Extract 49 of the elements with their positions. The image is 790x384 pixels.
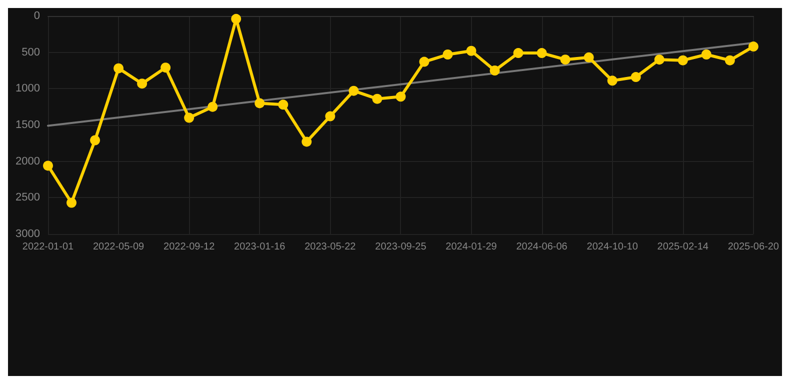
- point: [654, 54, 664, 65]
- point: [607, 76, 618, 86]
- point: [231, 14, 242, 24]
- x-tick-label: 2025-06-20: [728, 242, 780, 252]
- point: [90, 135, 100, 146]
- point: [678, 55, 688, 66]
- x-tick-label: 2025-02-14: [657, 242, 709, 252]
- point: [513, 48, 524, 58]
- x-tick-label: 2024-01-29: [446, 242, 498, 252]
- point: [66, 198, 77, 208]
- x-tick-label: 2022-01-01: [22, 242, 74, 252]
- point: [43, 160, 53, 171]
- point: [160, 62, 171, 73]
- x-tick-label: 2023-05-22: [304, 242, 356, 252]
- point: [701, 50, 712, 60]
- point: [325, 111, 336, 122]
- x-tick-label: 2022-05-09: [92, 242, 145, 252]
- point: [490, 66, 500, 76]
- point: [278, 100, 288, 110]
- y-tick-label: 500: [22, 46, 40, 58]
- x-tick-label: 2023-09-25: [375, 242, 427, 252]
- point: [466, 46, 476, 56]
- y-tick-label: 0: [34, 10, 40, 22]
- point: [724, 55, 735, 66]
- point: [442, 50, 453, 60]
- point: [114, 63, 124, 74]
- point: [254, 98, 265, 108]
- x-tick-label: 2023-01-16: [234, 242, 286, 252]
- point: [208, 102, 218, 112]
- y-tick-label: 2000: [16, 155, 40, 168]
- point: [348, 86, 359, 96]
- y-tick-label: 1000: [16, 82, 40, 95]
- y-tick-label: 3000: [16, 228, 40, 240]
- point: [584, 52, 594, 62]
- point: [419, 56, 430, 67]
- point: [748, 42, 758, 52]
- point: [184, 112, 194, 123]
- y-tick-label: 1500: [16, 119, 40, 131]
- x-tick-label: 2024-06-06: [516, 242, 568, 252]
- point: [630, 72, 641, 82]
- point: [137, 78, 148, 89]
- point: [396, 92, 406, 102]
- point: [536, 48, 547, 58]
- point: [560, 54, 570, 65]
- x-tick-label: 2022-09-12: [164, 242, 216, 252]
- y-tick-label: 2500: [16, 192, 40, 204]
- x-tick-label: 2024-10-10: [586, 242, 638, 252]
- point: [302, 136, 312, 147]
- point: [372, 94, 382, 104]
